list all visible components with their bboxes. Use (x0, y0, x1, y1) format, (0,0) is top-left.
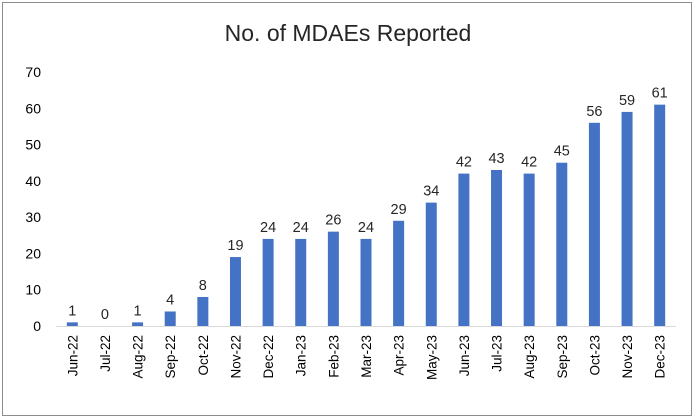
bar (556, 162, 568, 326)
data-label: 45 (554, 144, 570, 160)
chart-title: No. of MDAEs Reported (224, 20, 472, 46)
x-tick-label: Aug-23 (522, 335, 537, 379)
x-tick-label: Nov-22 (228, 335, 243, 379)
bar (262, 238, 274, 326)
x-tick-label: Jul-22 (98, 335, 113, 372)
bar (654, 104, 666, 327)
data-label: 24 (260, 220, 276, 236)
bar (393, 220, 405, 326)
x-tick-label: May-23 (424, 335, 439, 380)
bar (295, 238, 307, 326)
bar (491, 169, 503, 326)
data-label: 24 (358, 220, 374, 236)
x-tick-label: Jul-23 (490, 335, 505, 372)
x-tick-label: Feb-23 (326, 335, 341, 378)
y-tick-label: 50 (25, 137, 41, 153)
data-label: 42 (521, 155, 537, 171)
x-tick-label: Jun-22 (65, 335, 80, 376)
y-tick-label: 30 (25, 209, 41, 225)
bar (621, 111, 633, 327)
x-tick-label: Oct-23 (587, 335, 602, 376)
bar (523, 173, 535, 326)
data-labels: 1 0 1 4 8 19 24 24 26 24 29 34 42 43 42 45 56 59 61 (68, 86, 667, 323)
chart-frame (2, 2, 692, 416)
x-tick-label: Oct-22 (196, 335, 211, 376)
bar (425, 202, 437, 326)
data-label: 59 (619, 93, 635, 109)
bar (132, 322, 144, 326)
y-tick-label: 0 (33, 318, 41, 334)
bar (360, 238, 372, 326)
data-label: 61 (652, 86, 668, 102)
y-tick-label: 20 (25, 245, 41, 261)
x-tick-label: Sep-23 (555, 335, 570, 379)
data-label: 42 (456, 155, 472, 171)
bar (66, 322, 78, 326)
data-label: 19 (227, 238, 243, 254)
bar (164, 311, 176, 326)
data-label: 29 (391, 202, 407, 218)
x-tick-label: Jan-23 (294, 335, 309, 376)
y-axis-labels: 0 10 20 30 40 50 60 70 (25, 64, 41, 334)
bar (458, 173, 470, 326)
bars (66, 104, 666, 327)
bar (197, 296, 209, 326)
y-tick-label: 10 (25, 282, 41, 298)
data-label: 8 (199, 278, 207, 294)
y-tick-label: 70 (25, 64, 41, 80)
x-tick-label: Dec-22 (261, 335, 276, 379)
data-label: 26 (325, 213, 341, 229)
data-label: 56 (586, 104, 602, 120)
y-tick-label: 60 (25, 100, 41, 116)
y-tick-label: 40 (25, 173, 41, 189)
x-tick-label: Aug-22 (131, 335, 146, 379)
data-label: 34 (423, 184, 439, 200)
x-tick-label: Jun-23 (457, 335, 472, 376)
x-axis-labels: Jun-22 Jul-22 Aug-22 Sep-22 Oct-22 Nov-22 Dec-… (65, 335, 667, 380)
data-label: 1 (134, 303, 142, 319)
x-tick-label: Dec-23 (653, 335, 668, 379)
x-tick-label: Nov-23 (620, 335, 635, 379)
bar (327, 231, 339, 326)
data-label: 4 (166, 292, 174, 308)
x-tick-label: Sep-22 (163, 335, 178, 379)
bar (588, 122, 600, 326)
x-tick-label: Apr-23 (392, 335, 407, 376)
data-label: 1 (68, 303, 76, 319)
data-label: 24 (293, 220, 309, 236)
x-tick-label: Mar-23 (359, 335, 374, 378)
data-label: 0 (101, 307, 109, 323)
data-label: 43 (488, 151, 504, 167)
bar (229, 257, 241, 326)
